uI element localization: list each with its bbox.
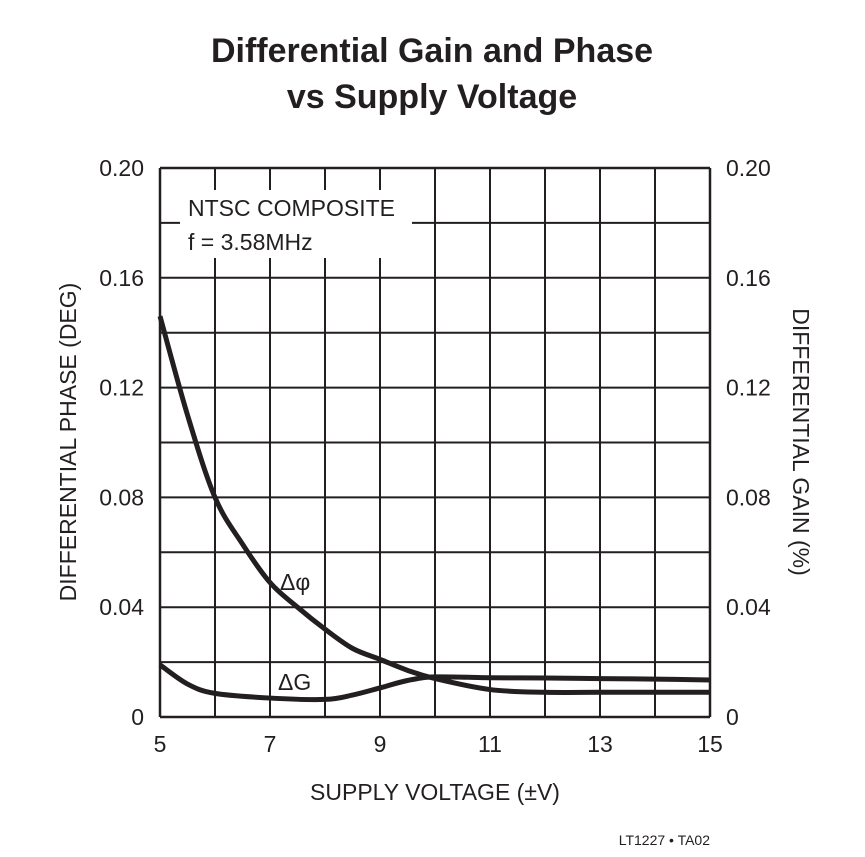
y-tick-label: 0.16 — [99, 265, 144, 291]
y-tick-label: 0.20 — [99, 155, 144, 181]
x-tick-label: 7 — [264, 731, 277, 757]
y-tick-label: 0.04 — [99, 594, 144, 620]
annotation-bg — [180, 190, 412, 258]
chart-title-line2: vs Supply Voltage — [287, 78, 577, 116]
x-axis-label: SUPPLY VOLTAGE (±V) — [310, 779, 560, 805]
annotation-line1: NTSC COMPOSITE — [188, 195, 395, 221]
x-tick-label: 11 — [478, 731, 502, 757]
x-tick-label: 15 — [697, 731, 723, 757]
series-line-phase — [157, 315, 710, 695]
x-tick-label: 5 — [154, 731, 167, 757]
y2-axis-label: DIFFERENTIAL GAIN (%) — [788, 308, 814, 576]
figure-id: LT1227 • TA02 — [619, 832, 711, 848]
y-tick-label: 0.12 — [99, 375, 144, 401]
y-axis-label: DIFFERENTIAL PHASE (DEG) — [55, 283, 81, 602]
series-label-gain: ΔG — [278, 669, 311, 695]
x-tick-label: 13 — [587, 731, 613, 757]
y-tick-label: 0.08 — [99, 484, 144, 510]
annotation-line2: f = 3.58MHz — [188, 229, 313, 255]
y2-tick-label: 0.08 — [726, 484, 771, 510]
series-line-gain — [158, 662, 711, 703]
y-tick-label: 0 — [131, 704, 144, 730]
x-tick-label: 9 — [374, 731, 387, 757]
y2-tick-label: 0 — [726, 704, 739, 730]
y2-tick-label: 0.20 — [726, 155, 771, 181]
y2-tick-label: 0.12 — [726, 375, 771, 401]
chart-title-line1: Differential Gain and Phase — [211, 32, 653, 70]
y2-tick-label: 0.04 — [726, 594, 771, 620]
series-label-phase: Δφ — [280, 569, 310, 595]
y2-tick-label: 0.16 — [726, 265, 771, 291]
